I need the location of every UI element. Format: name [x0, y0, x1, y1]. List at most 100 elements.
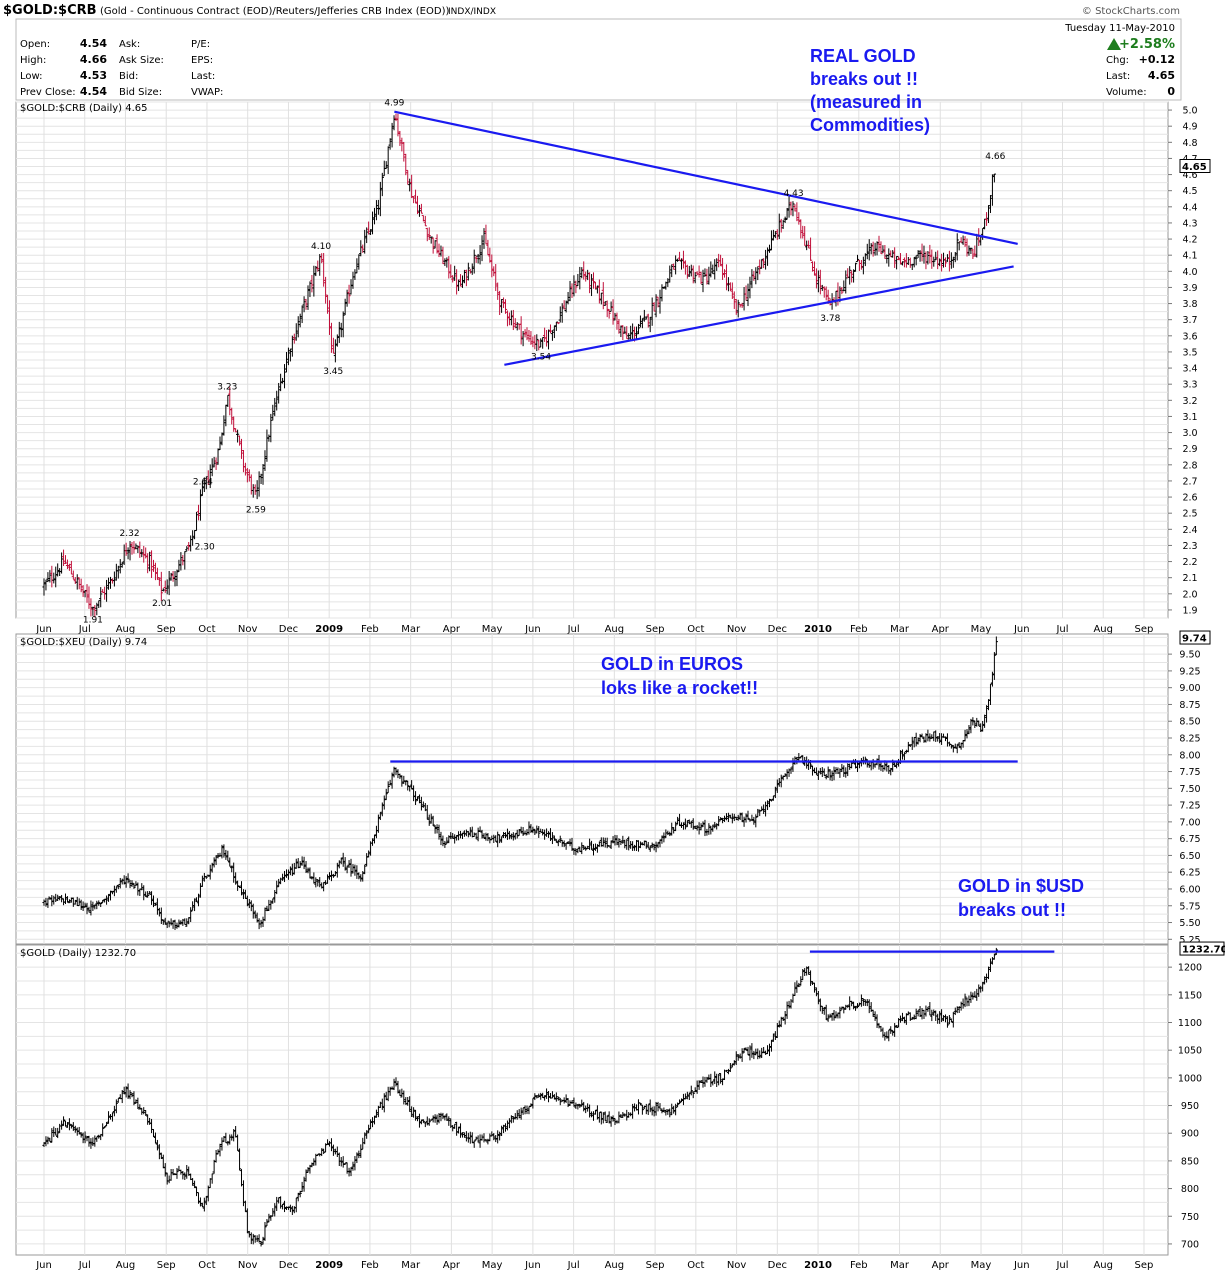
- y-tick-label: 4.9: [1182, 122, 1197, 133]
- point-label: 3.45: [323, 367, 343, 377]
- y-tick-label: 6.50: [1179, 851, 1200, 862]
- y-tick-label: 4.5: [1182, 186, 1197, 197]
- x-tick-label: Nov: [727, 1260, 747, 1271]
- last-value-box: [1179, 941, 1225, 956]
- quote-label: EPS:: [191, 55, 213, 66]
- y-tick-label: 2.8: [1182, 460, 1197, 471]
- x-tick-label: Jun: [524, 1260, 541, 1271]
- x-tick-label: May: [971, 1260, 992, 1271]
- y-tick-label: 7.25: [1179, 801, 1200, 812]
- y-tick-label: 750: [1181, 1212, 1199, 1223]
- x-tick-label: Sep: [1135, 1260, 1154, 1271]
- last-value-label: 4.65: [1182, 162, 1207, 173]
- x-tick-label: Dec: [768, 624, 787, 635]
- quote-left: Open: 4.54 High: 4.66 Low: 4.53 Prev Close: 4.5…: [20, 37, 107, 98]
- plot-frame: [15, 633, 1169, 945]
- y-tick-label: 6.25: [1179, 868, 1200, 879]
- header: $GOLD:$CRB (Gold - Continuous Contract (…: [3, 3, 1182, 101]
- quote-label: P/E:: [191, 39, 210, 50]
- point-label: 4.99: [384, 99, 404, 109]
- y-tick-label: 4.8: [1182, 138, 1197, 149]
- y-tick-label: 5.75: [1179, 901, 1200, 912]
- x-tick-label: Sep: [646, 624, 665, 635]
- point-label: 2.59: [246, 506, 266, 516]
- x-tick-label: 2009: [315, 1260, 343, 1271]
- x-tick-label: Jun: [1013, 624, 1030, 635]
- quote-label: Open:: [20, 39, 50, 50]
- x-tick-label: Oct: [198, 1260, 215, 1271]
- y-tick-label: 1100: [1178, 1018, 1202, 1029]
- x-tick-label: Jul: [567, 624, 580, 635]
- svg-text:REAL GOLD: REAL GOLD: [810, 46, 916, 66]
- x-tick-label: Dec: [279, 1260, 298, 1271]
- svg-text:Commodities): Commodities): [810, 115, 930, 135]
- x-tick-label: Jul: [78, 624, 91, 635]
- y-tick-label: 2.9: [1182, 444, 1197, 455]
- trendline: [394, 110, 1018, 245]
- point-label: 1.91: [83, 615, 103, 625]
- x-tick-label: Feb: [361, 1260, 379, 1271]
- y-tick-label: 8.00: [1179, 750, 1200, 761]
- x-tick-label: Mar: [890, 1260, 910, 1271]
- quote-label: Bid:: [119, 71, 138, 82]
- y-tick-label: 2.1: [1182, 573, 1197, 584]
- brand-logo[interactable]: © StockCharts.com: [1082, 6, 1180, 17]
- y-tick-label: 6.00: [1179, 884, 1200, 895]
- x-tick-label: Jul: [1055, 1260, 1068, 1271]
- annotation-usd: GOLD in $USD breaks out !!: [958, 876, 1084, 920]
- x-tick-label: May: [482, 624, 503, 635]
- svg-text:GOLD in EUROS: GOLD in EUROS: [601, 654, 743, 674]
- panel-gold-xeu: 5.25 5.50 5.75 6.00 6.25 6.50 6.75 7.00 7.25 7.50…: [15, 630, 1211, 946]
- x-tick-label: Aug: [116, 624, 136, 635]
- point-label: 4.66: [985, 152, 1005, 162]
- x-tick-label: Oct: [198, 624, 215, 635]
- point-label: 2.01: [152, 599, 172, 609]
- x-tick-label: Apr: [443, 624, 461, 635]
- x-tick-label: Aug: [1093, 624, 1113, 635]
- y-tick-label: 1000: [1178, 1073, 1202, 1084]
- y-tick-label: 4.0: [1182, 267, 1197, 278]
- quote-value: 0: [1167, 85, 1175, 98]
- quote-label: Volume:: [1106, 87, 1147, 98]
- last-value-label: 1232.70: [1182, 945, 1225, 956]
- last-value-box: [1179, 630, 1211, 645]
- y-tick-label: 5.50: [1179, 918, 1200, 929]
- quote-value: 4.54: [80, 37, 107, 50]
- point-label: 3.23: [217, 382, 237, 392]
- quote-value: +0.12: [1139, 53, 1175, 66]
- panel-label-xeu: $GOLD:$XEU (Daily) 9.74: [20, 637, 147, 648]
- y-tick-label: 8.25: [1179, 734, 1200, 745]
- y-tick-label: 4.2: [1182, 235, 1197, 246]
- x-tick-label: Apr: [932, 1260, 950, 1271]
- x-tick-label: Nov: [727, 624, 747, 635]
- y-tick-label: 4.1: [1182, 251, 1197, 262]
- y-tick-label: 2.7: [1182, 476, 1197, 487]
- x-tick-label: Dec: [768, 1260, 787, 1271]
- y-tick-label: 4.3: [1182, 218, 1197, 229]
- x-tick-label: Aug: [1093, 1260, 1113, 1271]
- x-tick-label: Nov: [238, 624, 258, 635]
- y-tick-label: 3.7: [1182, 315, 1197, 326]
- point-label: 4.10: [311, 242, 331, 252]
- x-tick-label: Jul: [78, 1260, 91, 1271]
- x-tick-label: Feb: [361, 624, 379, 635]
- y-tick-label: 3.9: [1182, 283, 1197, 294]
- y-tick-label: 3.3: [1182, 380, 1197, 391]
- annotation-xeu: GOLD in EUROS loks like a rocket!!: [601, 654, 758, 698]
- x-tick-label: Mar: [890, 624, 910, 635]
- x-tick-label: 2010: [804, 624, 832, 635]
- y-tick-label: 1050: [1178, 1046, 1202, 1057]
- y-tick-label: 8.75: [1179, 700, 1200, 711]
- y-tick-label: 5.25: [1179, 935, 1200, 946]
- y-tick-label: 2.5: [1182, 509, 1197, 520]
- panel-label-usd: $GOLD (Daily) 1232.70: [20, 948, 136, 959]
- x-tick-label: Sep: [157, 624, 176, 635]
- x-tick-label: Oct: [687, 1260, 704, 1271]
- x-tick-label: Aug: [605, 624, 625, 635]
- point-label: 3.78: [820, 314, 840, 324]
- quote-value: 4.65: [1148, 69, 1175, 82]
- x-tick-label: 2009: [315, 624, 343, 635]
- up-triangle-icon: [1107, 38, 1121, 50]
- point-label: 2.64: [193, 478, 213, 488]
- x-tick-label: Jun: [35, 624, 52, 635]
